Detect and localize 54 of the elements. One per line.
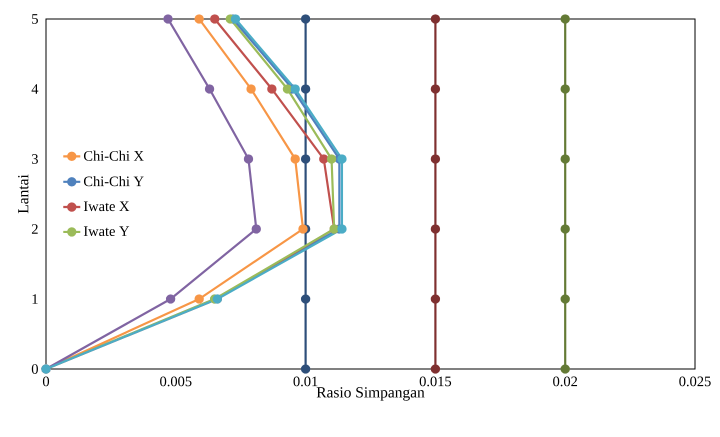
point [163, 14, 173, 24]
x-tick-label: 0.02 [553, 376, 578, 386]
point [194, 294, 204, 304]
point [298, 224, 308, 234]
point [282, 84, 292, 94]
point [560, 14, 570, 24]
y-tick-label: 0 [32, 364, 38, 374]
x-tick-label: 0.005 [160, 376, 192, 386]
point [300, 84, 310, 94]
point [246, 84, 256, 94]
point [319, 154, 328, 164]
point [194, 14, 204, 24]
legend-label: Iwate Y [84, 226, 130, 236]
y-axis-title: Lantai [18, 174, 28, 214]
point [337, 224, 347, 234]
y-tick-label: 4 [32, 84, 38, 94]
point [560, 294, 570, 304]
point [166, 294, 176, 304]
y-tick-label: 1 [32, 294, 38, 304]
point [430, 294, 440, 304]
y-tick-label: 5 [32, 14, 38, 24]
point [430, 84, 440, 94]
point [430, 224, 440, 234]
point [290, 84, 300, 94]
point [560, 364, 570, 374]
legend-label: Chi-Chi X [84, 150, 144, 161]
point [252, 224, 261, 234]
point [300, 364, 310, 374]
legend-label: Iwate X [84, 202, 130, 212]
x-tick-label: 0 [42, 376, 50, 386]
y-tick-label: 2 [32, 224, 38, 234]
point [300, 14, 310, 24]
point [204, 84, 214, 94]
x-tick-label: 0.01 [294, 376, 318, 386]
point [210, 14, 220, 24]
point [290, 154, 300, 164]
point [560, 224, 570, 234]
point [300, 294, 310, 304]
point [244, 154, 254, 164]
y-tick-label: 3 [32, 154, 38, 164]
point [267, 84, 277, 94]
point [300, 154, 310, 164]
point [326, 154, 336, 164]
point [560, 154, 570, 164]
point [337, 154, 347, 164]
x-tick-label: 0.025 [679, 376, 711, 386]
point [560, 84, 570, 94]
x-tick-label: 0.015 [420, 376, 452, 386]
point [230, 14, 240, 24]
point [430, 364, 440, 374]
point [430, 154, 440, 164]
legend-label: Chi-Chi Y [84, 176, 144, 186]
x-axis-title: Rasio Simpangan [316, 387, 425, 401]
point [430, 14, 440, 24]
